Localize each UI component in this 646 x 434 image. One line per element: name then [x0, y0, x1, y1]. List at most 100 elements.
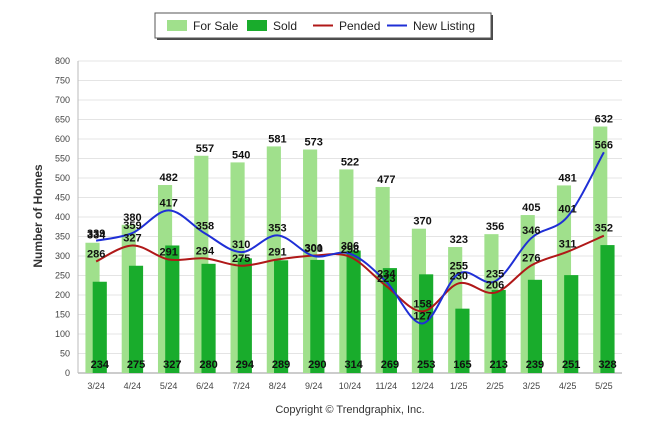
data-label-sold: 213: [490, 359, 508, 371]
y-tick-label: 750: [55, 76, 70, 86]
data-label-sold: 165: [453, 359, 471, 371]
y-axis-label: Number of Homes: [31, 164, 45, 268]
y-tick-label: 400: [55, 212, 70, 222]
bar-sold: [128, 265, 144, 373]
x-tick-label: 5/24: [160, 381, 178, 391]
data-label-sold: 269: [381, 359, 399, 371]
data-label-pended: 301: [305, 243, 323, 255]
data-label-for-sale: 405: [522, 202, 540, 214]
data-label-pended: 206: [486, 280, 504, 292]
data-label-sold: 280: [199, 359, 217, 371]
legend-label-sold: Sold: [273, 19, 297, 33]
y-tick-label: 450: [55, 193, 70, 203]
x-tick-label: 9/24: [305, 381, 323, 391]
y-tick-label: 650: [55, 115, 70, 125]
x-tick-label: 12/24: [411, 381, 434, 391]
data-label-for-sale: 477: [377, 174, 395, 186]
data-label-pended: 223: [377, 273, 395, 285]
data-label-sold: 294: [236, 359, 255, 371]
data-label-sold: 328: [598, 359, 616, 371]
data-label-new-listing: 306: [341, 241, 359, 253]
bar-sold: [165, 245, 180, 373]
y-tick-label: 350: [55, 232, 70, 242]
data-label-new-listing: 346: [522, 225, 540, 237]
data-label-for-sale: 380: [123, 212, 141, 224]
data-label-pended: 276: [522, 252, 540, 264]
x-tick-label: 3/25: [523, 381, 541, 391]
data-label-for-sale: 356: [486, 221, 504, 233]
data-label-pended: 275: [232, 253, 250, 265]
legend-swatch-sold: [247, 20, 267, 31]
bar-sold: [600, 245, 615, 373]
x-tick-label: 10/24: [339, 381, 362, 391]
data-label-pended: 291: [268, 247, 286, 259]
bar-sold: [527, 279, 543, 373]
data-label-for-sale: 522: [341, 156, 359, 168]
data-label-new-listing: 401: [558, 204, 576, 216]
data-label-for-sale: 334: [87, 230, 106, 242]
x-tick-label: 8/24: [269, 381, 287, 391]
bar-sold: [419, 274, 434, 373]
x-tick-label: 6/24: [196, 381, 214, 391]
bar-sold: [274, 260, 289, 373]
data-label-pended: 230: [450, 270, 468, 282]
y-tick-label: 150: [55, 310, 70, 320]
data-label-sold: 327: [163, 359, 181, 371]
data-label-for-sale: 540: [232, 149, 250, 161]
copyright: Copyright © Trendgraphix, Inc.: [275, 404, 424, 416]
data-label-pended: 298: [341, 244, 359, 256]
data-label-for-sale: 632: [595, 114, 613, 126]
data-label-new-listing: 300: [305, 243, 323, 255]
data-label-pended: 294: [196, 245, 215, 257]
data-label-sold: 289: [272, 359, 290, 371]
data-label-for-sale: 481: [558, 172, 576, 184]
data-label-new-listing: 358: [196, 220, 214, 232]
x-tick-label: 4/24: [124, 381, 142, 391]
bar-sold: [382, 268, 397, 373]
bar-sold: [310, 259, 325, 373]
data-label-new-listing: 339: [87, 228, 105, 240]
data-label-pended: 291: [159, 247, 177, 259]
y-tick-label: 550: [55, 154, 70, 164]
bars: [85, 126, 615, 374]
legend-label-for-sale: For Sale: [193, 19, 239, 33]
x-tick-label: 5/25: [595, 381, 613, 391]
data-label-new-listing: 417: [159, 197, 177, 209]
y-tick-label: 250: [55, 271, 70, 281]
data-label-pended: 311: [559, 239, 577, 251]
lines: [95, 151, 605, 325]
data-label-pended: 352: [595, 223, 613, 235]
data-label-sold: 234: [91, 359, 110, 371]
data-label-for-sale: 370: [413, 216, 431, 228]
data-label-sold: 314: [344, 359, 363, 371]
bar-sold: [237, 258, 252, 373]
data-label-sold: 290: [308, 359, 326, 371]
data-label-new-listing: 235: [486, 268, 504, 280]
line-pended: [95, 234, 605, 313]
data-label-pended: 286: [87, 248, 105, 260]
legend-label-pended: Pended: [339, 19, 380, 33]
data-label-sold: 253: [417, 359, 435, 371]
x-tick-label: 2/25: [486, 381, 504, 391]
y-tick-label: 0: [65, 368, 70, 378]
y-tick-label: 700: [55, 95, 70, 105]
data-label-pended: 158: [413, 298, 431, 310]
data-label-for-sale: 482: [159, 172, 177, 184]
y-tick-label: 300: [55, 251, 70, 261]
data-label-for-sale: 581: [268, 133, 286, 145]
data-label-new-listing: 353: [268, 222, 286, 234]
data-label-sold: 251: [562, 359, 580, 371]
y-tick-label: 100: [55, 329, 70, 339]
data-label-for-sale: 323: [450, 234, 468, 246]
x-tick-label: 1/25: [450, 381, 468, 391]
data-label-pended: 327: [123, 232, 141, 244]
y-tick-label: 800: [55, 56, 70, 66]
data-labels: 334 234 380 275 482 327 557 280 540 294 581 289 573 2…: [87, 114, 617, 371]
line-new-listing: [95, 151, 605, 325]
data-label-new-listing: 234: [377, 269, 396, 281]
data-label-new-listing: 359: [123, 220, 141, 232]
bar-sold: [346, 250, 361, 373]
bar-sold: [564, 275, 579, 373]
legend: For Sale Sold Pended New Listing: [154, 12, 493, 40]
